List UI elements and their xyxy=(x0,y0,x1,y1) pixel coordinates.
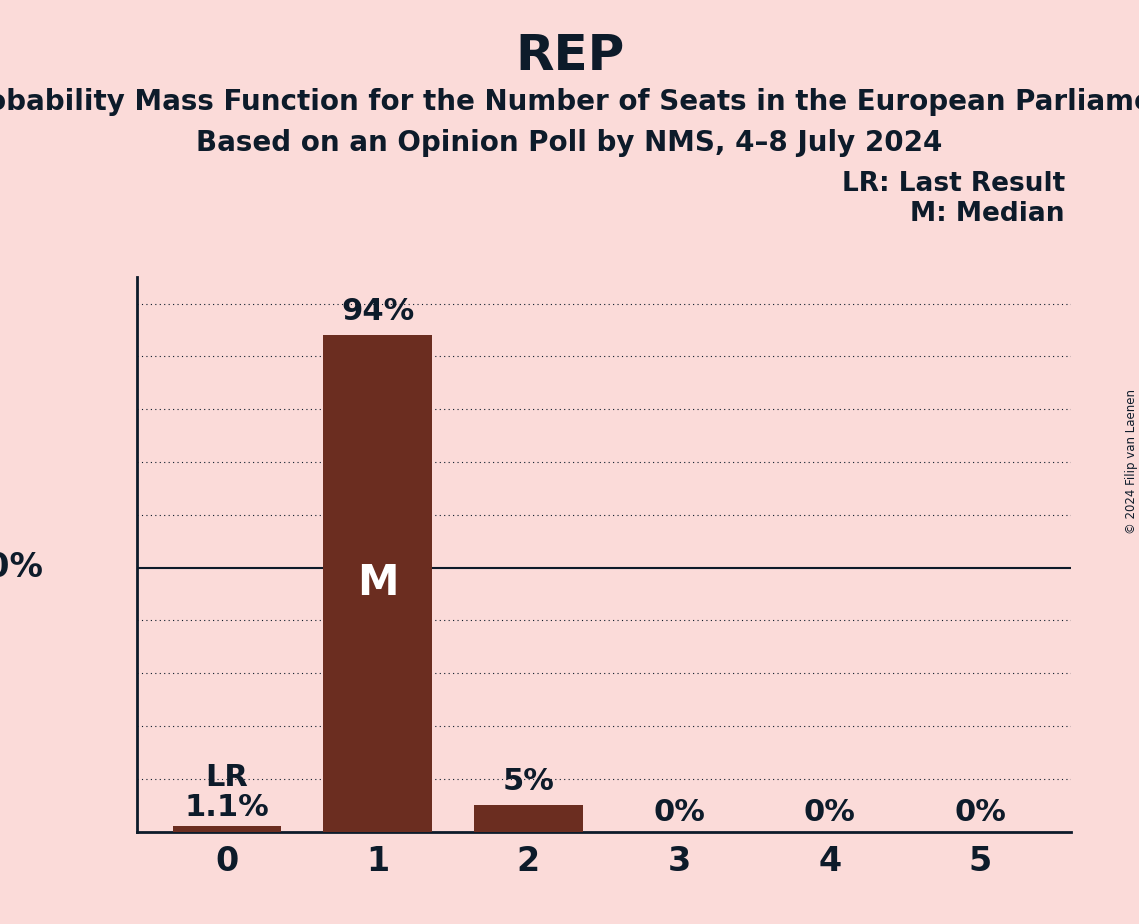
Bar xyxy=(173,826,281,832)
Text: Based on an Opinion Poll by NMS, 4–8 July 2024: Based on an Opinion Poll by NMS, 4–8 Jul… xyxy=(196,129,943,157)
Text: 50%: 50% xyxy=(0,551,43,584)
Text: 1.1%: 1.1% xyxy=(185,793,270,821)
Text: M: M xyxy=(357,563,399,604)
Text: LR: Last Result: LR: Last Result xyxy=(842,171,1065,197)
Text: © 2024 Filip van Laenen: © 2024 Filip van Laenen xyxy=(1124,390,1138,534)
Text: M: Median: M: Median xyxy=(910,201,1065,227)
Text: 0%: 0% xyxy=(653,798,705,827)
Text: 0%: 0% xyxy=(954,798,1006,827)
Text: 0%: 0% xyxy=(804,798,855,827)
Text: Probability Mass Function for the Number of Seats in the European Parliament: Probability Mass Function for the Number… xyxy=(0,88,1139,116)
Text: REP: REP xyxy=(515,32,624,80)
Bar xyxy=(323,335,432,832)
Text: 94%: 94% xyxy=(341,297,415,326)
Bar xyxy=(474,805,582,832)
Text: LR: LR xyxy=(206,763,248,792)
Text: 5%: 5% xyxy=(502,767,555,796)
